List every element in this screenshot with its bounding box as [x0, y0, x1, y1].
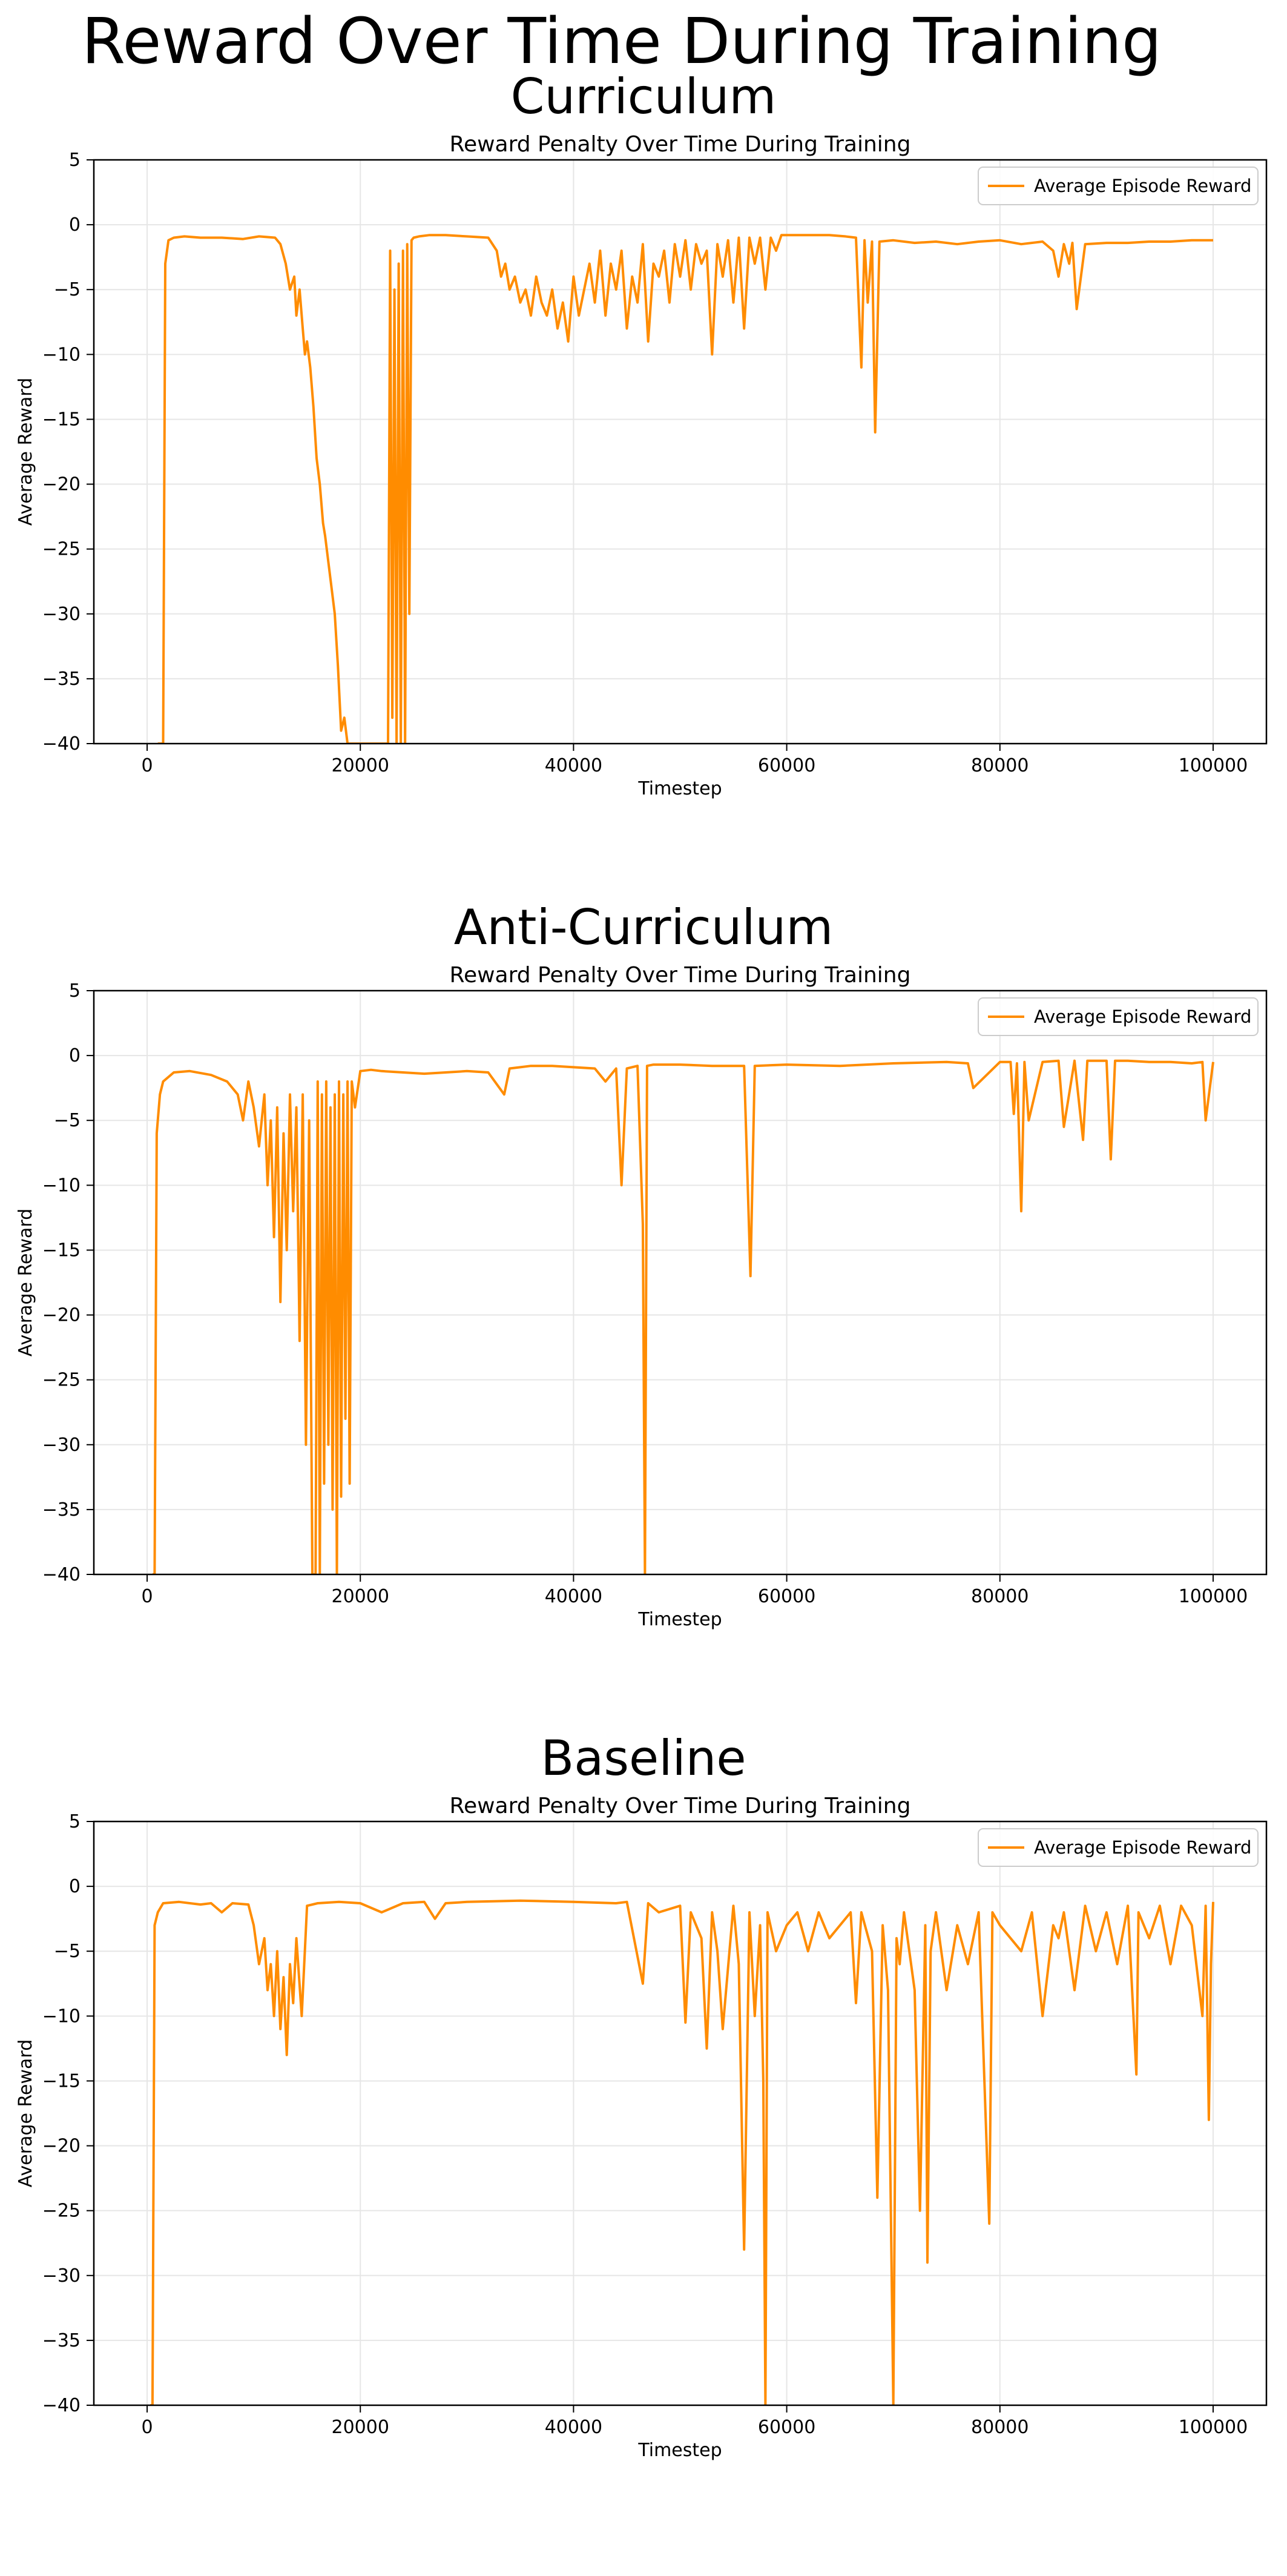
x-tick-label: 20000 — [332, 1586, 389, 1607]
x-tick-label: 60000 — [758, 755, 815, 776]
x-axis-label: Timestep — [637, 2440, 722, 2461]
x-tick-label: 60000 — [758, 1586, 815, 1607]
y-tick-label: −25 — [42, 539, 81, 560]
y-tick-label: −40 — [42, 733, 81, 755]
y-tick-label: −40 — [42, 2395, 81, 2416]
axes-title: Reward Penalty Over Time During Training — [450, 1794, 911, 1818]
axes-title: Reward Penalty Over Time During Training — [450, 963, 911, 988]
y-tick-label: −15 — [42, 2070, 81, 2092]
y-tick-label: 5 — [69, 150, 81, 171]
y-tick-label: −25 — [42, 1370, 81, 1391]
x-axis-label: Timestep — [637, 1609, 722, 1630]
x-tick-label: 20000 — [332, 755, 389, 776]
legend-box — [978, 167, 1259, 205]
y-tick-label: −20 — [42, 1305, 81, 1326]
y-tick-label: −30 — [42, 2265, 81, 2287]
y-tick-label: −35 — [42, 1499, 81, 1521]
y-tick-label: −15 — [42, 409, 81, 430]
panel-title-anti-curriculum: Anti-Curriculum — [453, 899, 834, 956]
x-tick-label: 40000 — [545, 2417, 602, 2438]
y-tick-label: −10 — [42, 2006, 81, 2027]
y-tick-label: 5 — [69, 1811, 81, 1832]
chart-curriculum: Reward Penalty Over Time During Training… — [15, 132, 1268, 799]
y-tick-label: 0 — [69, 1045, 81, 1066]
x-tick-label: 40000 — [545, 1586, 602, 1607]
x-tick-label: 100000 — [1179, 2417, 1248, 2438]
y-tick-label: −20 — [42, 2136, 81, 2157]
series-line — [152, 1059, 1214, 1574]
legend-label: Average Episode Reward — [1034, 176, 1251, 196]
panel-title-baseline: Baseline — [541, 1730, 746, 1786]
panel-title-curriculum: Curriculum — [510, 68, 777, 125]
x-tick-label: 100000 — [1179, 755, 1248, 776]
x-tick-label: 40000 — [545, 755, 602, 776]
x-tick-label: 60000 — [758, 2417, 815, 2438]
legend-box — [978, 1828, 1259, 1867]
y-tick-label: −5 — [54, 1941, 81, 1962]
y-tick-label: 5 — [69, 980, 81, 1002]
y-tick-label: −35 — [42, 669, 81, 690]
y-tick-label: −20 — [42, 474, 81, 495]
chart-baseline: Reward Penalty Over Time During Training… — [15, 1794, 1268, 2461]
x-tick-label: 0 — [141, 2417, 153, 2438]
y-tick-label: −25 — [42, 2201, 81, 2222]
x-tick-label: 20000 — [332, 2417, 389, 2438]
y-axis-label: Average Reward — [15, 2039, 36, 2187]
x-tick-label: 0 — [141, 1586, 153, 1607]
x-tick-label: 80000 — [971, 1586, 1029, 1607]
x-axis-label: Timestep — [637, 778, 722, 799]
y-axis-label: Average Reward — [15, 378, 36, 526]
axes-frame — [93, 989, 1268, 1576]
y-tick-label: −5 — [54, 279, 81, 300]
axes-frame — [93, 1820, 1268, 2406]
y-tick-label: 0 — [69, 214, 81, 236]
chart-anti-curriculum: Reward Penalty Over Time During Training… — [15, 963, 1268, 1630]
x-tick-label: 80000 — [971, 2417, 1029, 2438]
series-line — [150, 1899, 1214, 2405]
y-tick-label: −30 — [42, 604, 81, 625]
y-tick-label: 0 — [69, 1876, 81, 1897]
axes-title: Reward Penalty Over Time During Training — [450, 132, 911, 157]
x-tick-label: 80000 — [971, 755, 1029, 776]
legend-label: Average Episode Reward — [1034, 1006, 1251, 1027]
axes-frame — [93, 159, 1268, 745]
y-tick-label: −5 — [54, 1110, 81, 1131]
y-tick-label: −40 — [42, 1564, 81, 1585]
y-tick-label: −15 — [42, 1240, 81, 1261]
y-axis-label: Average Reward — [15, 1209, 36, 1356]
legend-label: Average Episode Reward — [1034, 1837, 1251, 1858]
x-tick-label: 100000 — [1179, 1586, 1248, 1607]
legend-box — [978, 997, 1259, 1036]
series-line — [157, 234, 1213, 744]
y-tick-label: −10 — [42, 344, 81, 365]
y-tick-label: −10 — [42, 1175, 81, 1196]
figure-title: Reward Over Time During Training — [81, 4, 1162, 78]
y-tick-label: −30 — [42, 1435, 81, 1456]
x-tick-label: 0 — [141, 755, 153, 776]
y-tick-label: −35 — [42, 2330, 81, 2351]
